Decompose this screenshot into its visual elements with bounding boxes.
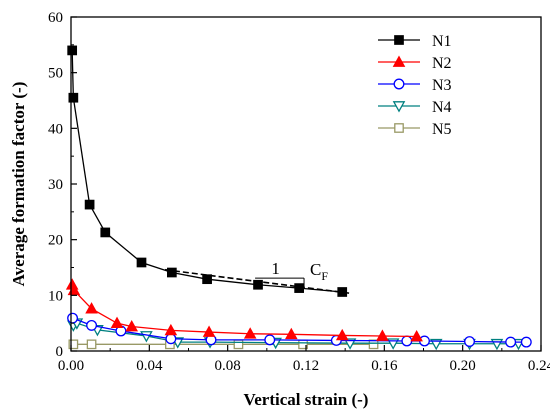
data-point-n1 bbox=[294, 283, 304, 293]
legend-marker-n4 bbox=[392, 101, 406, 113]
data-point-n3 bbox=[165, 333, 177, 345]
legend-marker-n5 bbox=[394, 123, 404, 133]
data-point-n2 bbox=[335, 328, 349, 341]
data-point-n2 bbox=[85, 302, 98, 314]
data-point-n5 bbox=[68, 339, 79, 350]
data-point-n2 bbox=[164, 323, 178, 336]
series-n2 bbox=[65, 278, 423, 342]
data-point-n3 bbox=[67, 312, 79, 324]
series-line-n2 bbox=[71, 284, 417, 338]
data-point-n2 bbox=[376, 329, 389, 341]
data-point-n2 bbox=[125, 319, 139, 332]
x-tick-label: 0.20 bbox=[450, 358, 476, 374]
y-tick-label: 50 bbox=[48, 66, 63, 82]
legend-label-n3: N3 bbox=[432, 77, 452, 94]
series-n1 bbox=[67, 45, 348, 297]
y-tick-label: 10 bbox=[48, 288, 63, 304]
data-point-n1 bbox=[68, 92, 79, 103]
legend: N1 N2 N3 N4 N5 bbox=[366, 26, 516, 142]
data-point-n2 bbox=[110, 316, 124, 329]
x-tick-label: 0.00 bbox=[58, 358, 84, 374]
data-point-n2 bbox=[202, 325, 216, 337]
data-point-n1 bbox=[100, 227, 111, 238]
data-point-n3 bbox=[464, 336, 475, 347]
data-point-n2 bbox=[410, 329, 423, 342]
data-point-n3 bbox=[401, 335, 413, 347]
legend-label-n2: N2 bbox=[432, 55, 452, 72]
x-tick-label: 0.08 bbox=[215, 358, 241, 374]
legend-label-n1: N1 bbox=[432, 33, 452, 50]
data-point-n2 bbox=[243, 327, 257, 339]
legend-marker-n1 bbox=[394, 35, 404, 45]
y-tick-label: 40 bbox=[48, 121, 63, 137]
x-tick-label: 0.04 bbox=[136, 358, 163, 374]
data-point-n3 bbox=[505, 336, 517, 348]
x-tick-label: 0.24 bbox=[528, 358, 550, 374]
data-point-n2 bbox=[285, 327, 298, 340]
y-tick-label: 30 bbox=[48, 177, 63, 193]
x-tick-label: 0.16 bbox=[371, 358, 398, 374]
slope-coefficient-label: CF bbox=[310, 260, 328, 283]
series-n5 bbox=[68, 339, 379, 350]
series-line-n1 bbox=[71, 50, 343, 293]
data-point-n1 bbox=[167, 267, 177, 278]
y-axis-label: Average formation factor (-) bbox=[9, 82, 28, 287]
data-point-n4 bbox=[429, 338, 443, 351]
data-point-n3 bbox=[520, 336, 532, 348]
y-tick-label: 0 bbox=[56, 344, 64, 360]
data-point-n5 bbox=[233, 339, 244, 350]
data-point-n1 bbox=[84, 199, 95, 210]
slope-annotation: 1 CF bbox=[164, 259, 350, 294]
fit-line-dashed bbox=[164, 268, 350, 294]
series-line-n3 bbox=[72, 317, 527, 343]
legend-label-n4: N4 bbox=[432, 99, 452, 116]
data-point-n3 bbox=[264, 334, 276, 346]
x-tick-label: 0.12 bbox=[293, 358, 319, 374]
data-point-n4 bbox=[343, 338, 357, 350]
x-axis-label: Vertical strain (-) bbox=[244, 390, 369, 409]
data-point-n1 bbox=[253, 279, 263, 290]
data-point-n1 bbox=[67, 45, 78, 56]
slope-coefficient-subscript: F bbox=[321, 269, 328, 283]
legend-label-n5: N5 bbox=[432, 121, 452, 138]
data-point-n3 bbox=[86, 319, 98, 331]
y-tick-label: 60 bbox=[48, 10, 63, 26]
legend-marker-n3 bbox=[393, 78, 405, 90]
y-tick-label: 20 bbox=[48, 233, 63, 249]
data-point-n1 bbox=[202, 274, 212, 285]
data-point-n5 bbox=[86, 339, 97, 350]
slope-run-label: 1 bbox=[271, 259, 280, 278]
axes: 0.00 0.04 0.08 0.12 0.16 0.20 0.24 0 10 20 30 40 50 6… bbox=[48, 10, 550, 374]
data-point-n1 bbox=[136, 257, 147, 268]
legend-marker-n2 bbox=[392, 55, 406, 67]
